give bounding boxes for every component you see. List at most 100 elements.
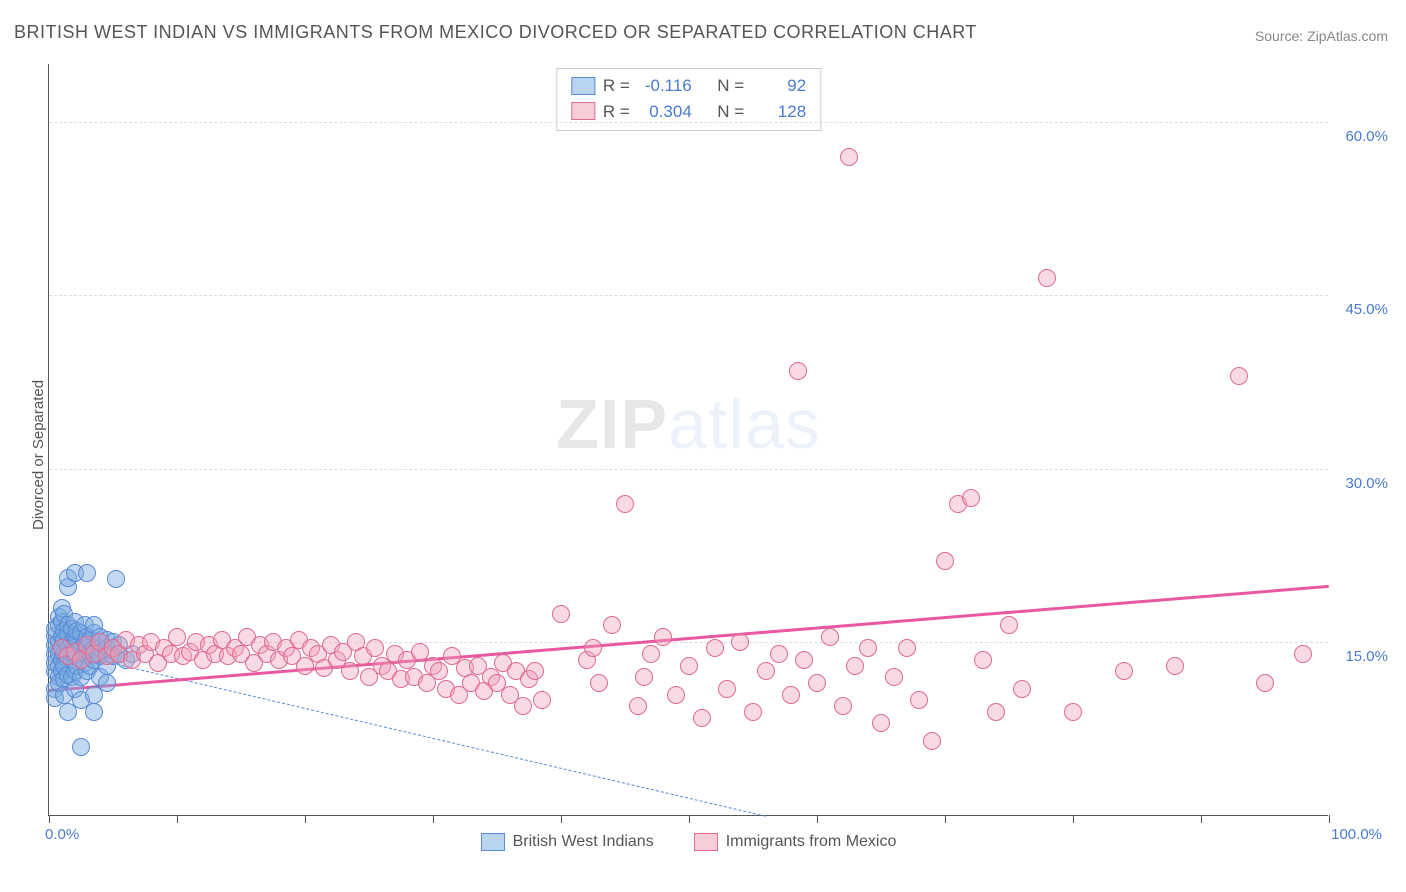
y-tick-label: 15.0% — [1345, 648, 1388, 665]
x-tick — [1073, 815, 1074, 823]
scatter-point — [107, 570, 125, 588]
r-label: R = — [603, 73, 630, 99]
scatter-point — [590, 674, 608, 692]
n-value-series-2: 128 — [752, 99, 806, 125]
scatter-point — [552, 605, 570, 623]
scatter-point — [744, 703, 762, 721]
scatter-point — [526, 662, 544, 680]
scatter-point — [98, 674, 116, 692]
scatter-point — [533, 691, 551, 709]
watermark: ZIPatlas — [556, 384, 821, 464]
scatter-point — [808, 674, 826, 692]
x-tick — [1201, 815, 1202, 823]
x-axis-min-label: 0.0% — [45, 826, 79, 843]
scatter-point — [923, 732, 941, 750]
scatter-point — [846, 657, 864, 675]
stats-row-series-2: R = 0.304 N = 128 — [571, 99, 806, 125]
scatter-point — [584, 639, 602, 657]
legend-label-series-2: Immigrants from Mexico — [726, 833, 897, 851]
gridline — [49, 122, 1328, 123]
scatter-point — [872, 714, 890, 732]
stats-row-series-1: R = -0.116 N = 92 — [571, 73, 806, 99]
scatter-point — [85, 703, 103, 721]
scatter-point — [654, 628, 672, 646]
legend-label-series-1: British West Indians — [513, 833, 654, 851]
x-axis-max-label: 100.0% — [1331, 826, 1382, 843]
scatter-point — [1013, 680, 1031, 698]
scatter-point — [1256, 674, 1274, 692]
x-tick — [177, 815, 178, 823]
scatter-point — [859, 639, 877, 657]
y-axis-title: Divorced or Separated — [30, 380, 47, 530]
scatter-point — [898, 639, 916, 657]
y-tick-label: 30.0% — [1345, 475, 1388, 492]
source-label: Source: — [1255, 28, 1307, 44]
scatter-point — [1166, 657, 1184, 675]
scatter-point — [821, 628, 839, 646]
gridline — [49, 295, 1328, 296]
scatter-point — [642, 645, 660, 663]
scatter-point — [430, 662, 448, 680]
x-tick — [561, 815, 562, 823]
scatter-point — [974, 651, 992, 669]
scatter-point — [795, 651, 813, 669]
scatter-point — [770, 645, 788, 663]
legend-item-series-2: Immigrants from Mexico — [694, 833, 897, 851]
scatter-point — [731, 633, 749, 651]
scatter-point — [1230, 367, 1248, 385]
scatter-point — [840, 148, 858, 166]
x-tick — [49, 815, 50, 823]
scatter-point — [962, 489, 980, 507]
scatter-point — [78, 564, 96, 582]
scatter-point — [706, 639, 724, 657]
scatter-point — [1064, 703, 1082, 721]
swatch-series-1 — [571, 77, 595, 95]
legend-swatch-series-1 — [481, 833, 505, 851]
scatter-point — [680, 657, 698, 675]
scatter-point — [885, 668, 903, 686]
scatter-point — [667, 686, 685, 704]
scatter-point — [341, 662, 359, 680]
x-tick — [817, 815, 818, 823]
watermark-zip: ZIP — [556, 385, 668, 463]
gridline — [49, 469, 1328, 470]
scatter-point — [603, 616, 621, 634]
scatter-plot-area: ZIPatlas R = -0.116 N = 92 R = 0.304 N =… — [48, 64, 1328, 816]
scatter-point — [1115, 662, 1133, 680]
scatter-point — [987, 703, 1005, 721]
x-tick — [945, 815, 946, 823]
r-label: R = — [603, 99, 630, 125]
x-tick — [433, 815, 434, 823]
source-attribution: Source: ZipAtlas.com — [1255, 28, 1388, 44]
scatter-point — [782, 686, 800, 704]
y-tick-label: 45.0% — [1345, 301, 1388, 318]
scatter-point — [366, 639, 384, 657]
n-label: N = — [717, 99, 744, 125]
scatter-point — [635, 668, 653, 686]
scatter-point — [1038, 269, 1056, 287]
n-value-series-1: 92 — [752, 73, 806, 99]
x-tick — [305, 815, 306, 823]
series-legend: British West Indians Immigrants from Mex… — [49, 833, 1328, 851]
scatter-point — [910, 691, 928, 709]
x-tick — [1329, 815, 1330, 823]
source-link[interactable]: ZipAtlas.com — [1307, 28, 1388, 44]
x-tick — [689, 815, 690, 823]
scatter-point — [718, 680, 736, 698]
scatter-point — [693, 709, 711, 727]
legend-swatch-series-2 — [694, 833, 718, 851]
legend-item-series-1: British West Indians — [481, 833, 654, 851]
scatter-point — [936, 552, 954, 570]
scatter-point — [72, 738, 90, 756]
scatter-point — [629, 697, 647, 715]
n-label: N = — [717, 73, 744, 99]
scatter-point — [757, 662, 775, 680]
y-tick-label: 60.0% — [1345, 128, 1388, 145]
chart-title: BRITISH WEST INDIAN VS IMMIGRANTS FROM M… — [14, 22, 977, 43]
scatter-point — [616, 495, 634, 513]
scatter-point — [789, 362, 807, 380]
scatter-point — [168, 628, 186, 646]
scatter-point — [1294, 645, 1312, 663]
r-value-series-1: -0.116 — [638, 73, 692, 99]
scatter-point — [834, 697, 852, 715]
